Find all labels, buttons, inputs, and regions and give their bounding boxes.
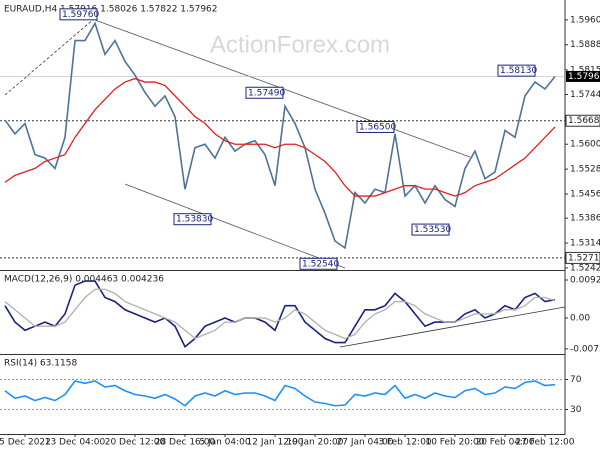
level-label: 1.52710 <box>568 253 600 263</box>
y-tick-label: 1.54560 <box>570 189 600 199</box>
y-tick-label: 1.53860 <box>570 214 600 224</box>
annotation-box <box>356 120 395 133</box>
y-tick-label: 0.009263 <box>570 275 600 285</box>
series-line <box>4 280 556 348</box>
trend-line <box>339 306 566 348</box>
annotation-label: 1.53530 <box>414 225 451 235</box>
y-tick-label: 1.53140 <box>570 239 600 249</box>
trend-line <box>124 183 346 269</box>
chart-title: EURAUD,H4 1.57916 1.58026 1.57822 1.5796… <box>4 5 218 15</box>
x-tick-label: 27 Jan 04:00 <box>337 438 394 448</box>
y-tick-label: 70 <box>570 375 582 385</box>
current-label: 1.57962 <box>568 72 600 82</box>
macd-title: MACD(12,26,9) 0.004463 0.004236 <box>4 275 164 285</box>
y-tick-label: -0.007517 <box>570 344 600 354</box>
x-tick-label: 10 Feb 20:00 <box>425 438 484 448</box>
annotation-label: 1.56500 <box>359 122 396 132</box>
annotation-box <box>245 86 284 99</box>
annotation-label: 1.58130 <box>500 66 537 76</box>
x-tick-label: 28 Dec 16:00 <box>155 438 216 448</box>
series-line <box>4 77 556 197</box>
level-label: 1.56680 <box>568 116 600 126</box>
x-tick-label: 13 Dec 04:00 <box>45 438 106 448</box>
annotation-box <box>411 223 450 236</box>
y-tick-label: 0.00 <box>570 313 590 323</box>
x-tick-label: 27 Feb 12:00 <box>515 438 574 448</box>
rsi-title: RSI(14) 63.1158 <box>4 359 77 369</box>
annotation-box <box>59 8 98 21</box>
watermark: ActionForex.com <box>210 31 390 58</box>
x-tick-label: 12 Jan 12:00 <box>247 438 304 448</box>
current-box <box>566 70 600 82</box>
y-tick-label: 1.57440 <box>570 90 600 100</box>
y-tick-label: 30 <box>570 405 582 415</box>
y-tick-label: 1.59600 <box>570 15 600 25</box>
x-tick-label: 3 Feb 12:00 <box>378 438 432 448</box>
y-tick-label: 1.58150 <box>570 65 600 75</box>
annotation-label: 1.53830 <box>176 215 213 225</box>
y-tick-label: 1.52420 <box>570 263 600 273</box>
x-tick-label: 5 Dec 2022 <box>0 438 51 448</box>
x-tick-label: 19 Jan 20:00 <box>287 438 344 448</box>
annotation-label: 1.52540 <box>302 259 339 269</box>
y-tick-label: 1.55280 <box>570 165 600 175</box>
annotation-box <box>173 213 212 226</box>
annotation-box <box>497 64 536 77</box>
annotation-box <box>299 257 338 270</box>
series-line <box>4 288 556 340</box>
y-tick-label: 1.58880 <box>570 40 600 50</box>
annotation-label: 1.59760 <box>62 10 99 20</box>
x-tick-label: 20 Feb 04:00 <box>475 438 534 448</box>
y-tick-label: 1.56000 <box>570 140 600 150</box>
x-tick-label: 20 Dec 12:00 <box>105 438 166 448</box>
series-line <box>4 380 556 407</box>
annotation-label: 1.57490 <box>248 88 285 98</box>
x-tick-label: 5 Jan 04:00 <box>199 438 251 448</box>
level-box <box>565 114 600 127</box>
level-box <box>565 251 600 264</box>
